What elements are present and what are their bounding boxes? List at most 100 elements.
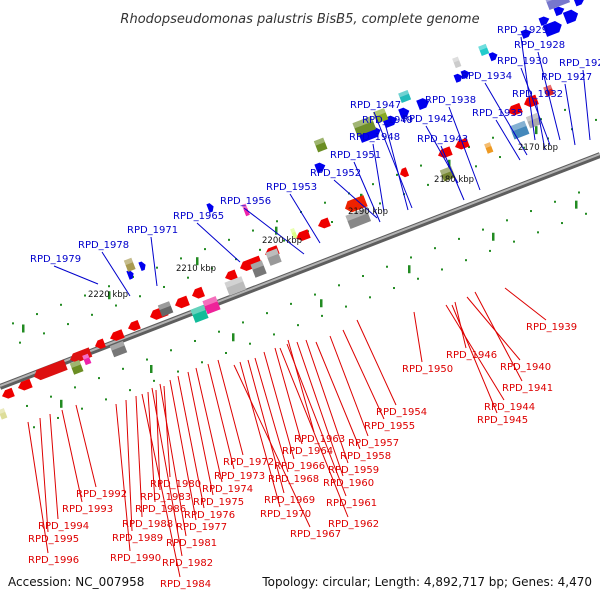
leader-line [484, 82, 528, 156]
tick-dot [578, 191, 580, 194]
forward-gene-label: RPD_1926 [559, 58, 600, 69]
leader-line [286, 343, 347, 497]
leader-line [372, 143, 385, 213]
gene-block-shade [123, 257, 134, 266]
tick-dot [156, 266, 158, 269]
tick-dot [321, 314, 323, 317]
tick-mark [275, 226, 278, 235]
reverse-gene-label: RPD_1945 [477, 415, 528, 426]
tick-dot [283, 239, 285, 242]
tick-dot [434, 247, 436, 250]
gene-arrow [192, 286, 205, 299]
gene-block-shade [478, 43, 488, 51]
reverse-gene-label: RPD_1973 [214, 471, 265, 482]
tick-dot [324, 201, 326, 204]
gene-block-shade [398, 90, 409, 98]
tick-mark [22, 324, 25, 333]
leader-line [342, 329, 385, 420]
reverse-gene-label: RPD_1968 [268, 474, 319, 485]
tick-dot [225, 351, 227, 354]
tick-dot [177, 370, 179, 373]
gene-arrow [206, 203, 214, 213]
tick-mark [320, 299, 323, 308]
label-leaders [27, 36, 591, 578]
reverse-gene-label: RPD_1996 [28, 555, 79, 566]
reverse-gene-label: RPD_1994 [38, 521, 89, 532]
tick-dot [170, 349, 172, 352]
gene-arrow [398, 107, 410, 119]
tick-dot [554, 200, 556, 203]
leader-line [177, 375, 205, 509]
forward-gene-label: RPD_1935 [472, 108, 523, 119]
tick-dot [67, 323, 69, 326]
forward-gene-label: RPD_1978 [78, 240, 129, 251]
gene-arrow [416, 98, 430, 111]
tick-dot [204, 248, 206, 251]
gene-block [265, 248, 282, 266]
reverse-gene-label: RPD_1983 [140, 492, 191, 503]
gene-block [452, 56, 462, 69]
gene-block-shade [157, 301, 171, 311]
tick-dot [108, 285, 110, 288]
tick-dot [475, 165, 477, 168]
gene-labels: RPD_1929 RPD_1928 RPD_1930 RPD_1926 RPD_1934… [28, 25, 600, 590]
tick-dot [372, 183, 374, 186]
tick-mark [408, 265, 411, 274]
gene-block [290, 227, 298, 239]
tick-dot [43, 332, 45, 335]
reverse-gene-label: RPD_1982 [162, 558, 213, 569]
gene-arrow [318, 217, 331, 229]
reverse-gene-label: RPD_1954 [376, 407, 427, 418]
gene-arrow-shape [345, 195, 368, 213]
leader-line [287, 339, 315, 433]
leader-line [125, 399, 133, 532]
gene-block [345, 207, 372, 229]
kbp-ticks: 2170 kbp 2180 kbp 2190 kbp 2200 kbp 2210 kbp… [88, 143, 558, 300]
tick-dot [564, 108, 566, 111]
tick-dot [410, 256, 412, 259]
reverse-gene-label: RPD_1988 [122, 519, 173, 530]
accession-text: Accession: NC_007958 [8, 575, 145, 589]
gene-block [509, 120, 530, 140]
reverse-gene-label: RPD_1940 [500, 362, 551, 373]
tick-dot [33, 426, 35, 429]
reverse-gene-label: RPD_1961 [326, 498, 377, 509]
gene-arrow-shape [453, 73, 463, 83]
leader-line [49, 413, 59, 520]
gene-arrow-shape [524, 94, 539, 108]
gene-arrow [18, 378, 33, 391]
tick-mark [232, 333, 235, 342]
kbp-tick-label: 2210 kbp [176, 264, 216, 274]
tick-dot [57, 416, 59, 419]
forward-gene-label: RPD_1947 [350, 100, 401, 111]
tick-dot [290, 302, 292, 305]
tick-dot [537, 231, 539, 234]
forward-gene-label: RPD_1929 [497, 25, 548, 36]
tick-dot [194, 339, 196, 342]
leader-line [61, 409, 83, 503]
gene-block [190, 304, 209, 323]
reverse-gene-label: RPD_1992 [76, 489, 127, 500]
tick-dot [266, 312, 268, 315]
gene-block-shade [345, 207, 369, 222]
gene-arrow [95, 338, 106, 349]
forward-gene-label: RPD_1956 [220, 196, 271, 207]
tick-dot [492, 136, 494, 139]
gene-arrow [573, 0, 585, 7]
leader-line [564, 83, 576, 146]
reverse-gene-label: RPD_1967 [290, 529, 341, 540]
gene-arrow-shape [314, 162, 326, 174]
leader-line [413, 311, 423, 363]
leader-line [440, 145, 465, 201]
gene-block-shade [290, 227, 296, 234]
tick-dot [345, 305, 347, 308]
gene-arrow [70, 347, 93, 363]
gene-arrow-shape [460, 70, 470, 80]
gene-block [69, 359, 84, 375]
gene-block-shape [202, 296, 221, 315]
leader-line [217, 359, 244, 456]
leader-line [163, 385, 171, 478]
gene-block-shade [509, 120, 527, 132]
leader-line [196, 222, 241, 263]
gene-arrow-shape [520, 29, 532, 39]
